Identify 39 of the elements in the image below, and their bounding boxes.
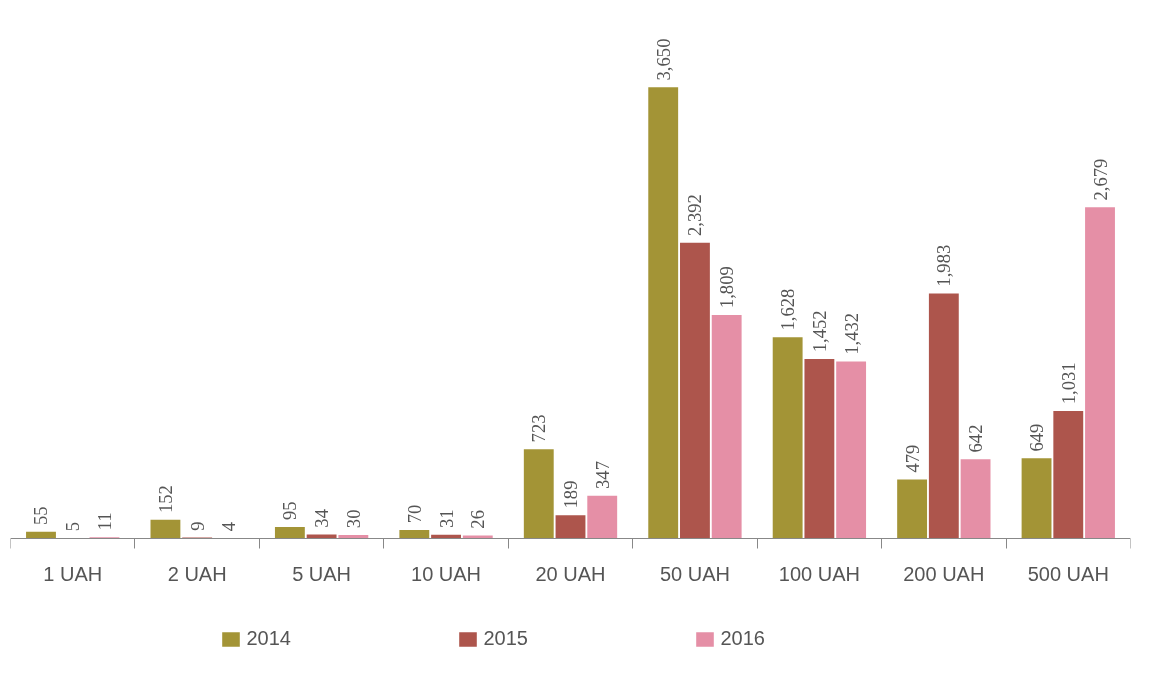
x-tick-label: 10 UAH bbox=[411, 562, 482, 585]
data-label: 2,392 bbox=[684, 194, 706, 237]
data-label: 3,650 bbox=[652, 38, 674, 81]
x-tick-label: 50 UAH bbox=[659, 562, 730, 585]
x-tick-label: 2 UAH bbox=[167, 562, 227, 585]
data-label: 70 bbox=[403, 504, 425, 524]
data-label: 1,452 bbox=[808, 310, 830, 353]
data-label: 95 bbox=[279, 501, 301, 521]
data-label: 2,679 bbox=[1089, 158, 1111, 201]
legend-label: 2016 bbox=[720, 627, 766, 650]
x-tick-label: 5 UAH bbox=[292, 562, 352, 585]
data-label: 1,983 bbox=[933, 244, 955, 287]
data-label: 55 bbox=[30, 506, 52, 526]
data-label: 4 bbox=[218, 521, 240, 532]
data-label: 1,628 bbox=[777, 288, 799, 331]
data-label: 723 bbox=[528, 414, 550, 443]
x-tick-label: 1 UAH bbox=[43, 562, 103, 585]
data-label: 26 bbox=[467, 509, 489, 529]
data-label: 642 bbox=[965, 424, 987, 453]
data-label: 5 bbox=[62, 521, 84, 532]
data-label: 152 bbox=[154, 485, 176, 514]
data-label: 1,809 bbox=[716, 266, 738, 309]
x-tick-label: 500 UAH bbox=[1027, 562, 1109, 585]
data-label: 34 bbox=[311, 508, 333, 528]
legend-label: 2014 bbox=[246, 627, 292, 650]
data-label: 9 bbox=[186, 521, 208, 531]
data-label: 347 bbox=[591, 460, 613, 489]
data-label: 11 bbox=[93, 512, 115, 531]
data-label: 649 bbox=[1026, 423, 1048, 452]
x-tick-label: 20 UAH bbox=[535, 562, 606, 585]
data-label: 1,031 bbox=[1057, 362, 1079, 405]
x-tick-label: 100 UAH bbox=[778, 562, 860, 585]
x-tick-label: 200 UAH bbox=[903, 562, 985, 585]
data-label: 1,432 bbox=[840, 312, 862, 355]
data-label: 189 bbox=[560, 480, 581, 509]
data-label: 30 bbox=[342, 509, 364, 529]
data-label: 31 bbox=[435, 509, 457, 529]
data-label: 479 bbox=[901, 444, 923, 473]
legend-label: 2015 bbox=[483, 627, 529, 650]
